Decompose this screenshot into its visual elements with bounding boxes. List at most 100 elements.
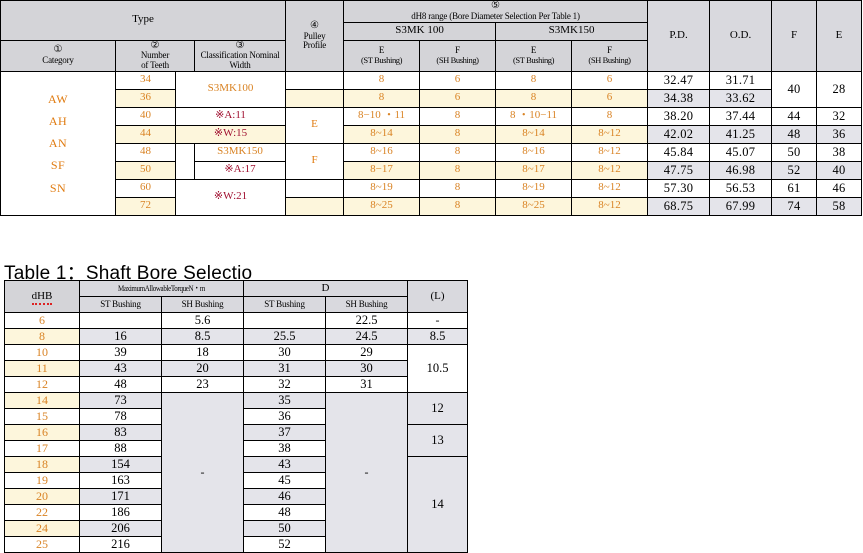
e150-value: 8~14	[495, 124, 573, 144]
f150-value: 6	[571, 70, 649, 90]
header-row-top: Type ④ Pulley Profile ⑤ dH8 range (Bore D…	[0, 0, 863, 72]
header-sh-bushing-note: (SH Bushing)	[436, 54, 479, 65]
table-row: 10 39 18 30 29 10.5	[4, 344, 468, 393]
d-st-value: 30	[243, 344, 326, 361]
d-st-value: 31	[243, 360, 326, 377]
torque-st-value: 216	[79, 536, 162, 553]
dhb-value: 15	[4, 408, 80, 425]
pulley-profile-blank-1	[285, 70, 345, 90]
e-value: 58	[816, 196, 863, 216]
f150-value: 8~12	[571, 142, 649, 162]
f100-value: 6	[419, 88, 497, 108]
f150-value: 8	[571, 106, 649, 126]
torque-st-value: 171	[79, 488, 162, 505]
category-sn: SN	[49, 180, 67, 195]
od-value: 41.25	[709, 124, 773, 144]
l-value: -	[407, 312, 468, 329]
table1-title: Table 1：Shaft Bore Selectio	[4, 258, 253, 287]
e150-value: 8~19	[495, 178, 573, 198]
l-value: 8.5	[407, 328, 468, 345]
dhb-value: 22	[4, 504, 80, 521]
f150-value: 8~12	[571, 196, 649, 216]
dhb-value: 14	[4, 392, 80, 409]
teeth-value: 36	[115, 88, 176, 108]
torque-sh-value: 18	[161, 344, 244, 361]
e-value: 32	[816, 106, 863, 126]
header-classification-label: Classification Nominal Width	[200, 50, 280, 71]
dhb-value: 20	[4, 488, 80, 505]
teeth-value: 34	[115, 70, 176, 90]
e150-value: 8~17	[495, 160, 573, 180]
d-st-value: 25.5	[243, 328, 326, 345]
torque-sh-value: 23	[161, 376, 244, 393]
table-row: 8 16 8.5 25.5 24.5 8.5	[4, 328, 468, 345]
d-sh-value: 22.5	[325, 312, 408, 329]
f-value: 48	[771, 124, 818, 144]
header-f-sh-100: F (SH Bushing)	[419, 39, 497, 72]
header-type: Type	[0, 0, 287, 41]
torque-sh-dash: -	[161, 392, 244, 553]
d-sh-value: 24.5	[325, 328, 408, 345]
e100-value: 8	[343, 70, 421, 90]
table1-title-prefix: Table 1：	[4, 263, 86, 284]
torque-sh-value: 5.6	[161, 312, 244, 329]
header-category-label: Category	[42, 55, 74, 66]
od-value: 33.62	[709, 88, 773, 108]
e-value: 46	[816, 178, 863, 198]
header-max-torque: MaximumAllowableTorqueN・m	[79, 280, 244, 297]
d-st-value: 37	[243, 424, 326, 441]
torque-st-value	[79, 312, 162, 329]
pulley-profile-blank-2	[285, 88, 345, 108]
header-d-sh-bushing: SH Bushing	[325, 296, 408, 313]
pulley-profile-blank-4	[285, 196, 345, 216]
circled-two-icon: ②	[150, 39, 160, 51]
pulley-profile-e: E	[285, 106, 345, 144]
d-st-value: 43	[243, 456, 326, 473]
circled-four-icon: ④	[310, 19, 320, 31]
d-st-value: 52	[243, 536, 326, 553]
teeth-value: 40	[115, 106, 176, 126]
shaft-bore-selection-table: dHB MaximumAllowableTorqueN・m D (L) ST B…	[4, 280, 468, 553]
header-d: D	[243, 280, 408, 297]
pulley-specification-table: Type ④ Pulley Profile ⑤ dH8 range (Bore D…	[0, 0, 863, 216]
teeth-value: 60	[115, 178, 176, 198]
torque-st-value: 163	[79, 472, 162, 489]
teeth-value: 44	[115, 124, 176, 144]
pd-value: 47.75	[647, 160, 711, 180]
f-value-merged: 40	[771, 70, 818, 108]
header-f-label: F	[455, 45, 460, 56]
table-row: 72 8~25 8 8~25 8~12 68.75 67.99 74 58	[0, 196, 863, 216]
d-st-value: 35	[243, 392, 326, 409]
dhb-value: 25	[4, 536, 80, 553]
pd-value: 57.30	[647, 178, 711, 198]
header-d-st-bushing: ST Bushing	[243, 296, 326, 313]
header-max-torque-label: MaximumAllowableTorqueN・m	[118, 282, 205, 293]
torque-st-value: 78	[79, 408, 162, 425]
torque-st-value: 206	[79, 520, 162, 537]
d-st-value: 48	[243, 504, 326, 521]
header-f-label-150: F	[607, 45, 612, 56]
header-number-of-teeth-label: Number of Teeth	[140, 50, 170, 71]
d-st-value: 36	[243, 408, 326, 425]
torque-st-value: 73	[79, 392, 162, 409]
pd-value: 42.02	[647, 124, 711, 144]
header-group-s3mk100: S3MK 100	[343, 21, 497, 41]
header-e-st-100: E (ST Bushing)	[343, 39, 421, 72]
table-row: AW AH AN SF SN 34 S3MK100 8 6 8 6 32.47 …	[0, 70, 863, 216]
e100-value: 8~25	[343, 196, 421, 216]
header-dhb: dHB	[4, 280, 80, 313]
table1-title-main: Shaft Bore Selectio	[85, 263, 253, 287]
header-dhb-label: dHB	[31, 289, 53, 305]
f150-value: 8~12	[571, 178, 649, 198]
torque-st-value: 48	[79, 376, 162, 393]
e150-value: 8	[495, 88, 573, 108]
d-st-value	[243, 312, 326, 329]
f-value: 61	[771, 178, 818, 198]
pd-value: 45.84	[647, 142, 711, 162]
header-number-of-teeth: ② Number of Teeth	[115, 39, 195, 72]
table1-header-row-sub: ST Bushing SH Bushing ST Bushing SH Bush…	[5, 296, 468, 313]
d-sh-dash: -	[325, 392, 408, 553]
f100-value: 8	[419, 106, 497, 126]
table-row: 11 43 20 31 30	[4, 360, 468, 377]
header-e: E	[816, 0, 863, 72]
